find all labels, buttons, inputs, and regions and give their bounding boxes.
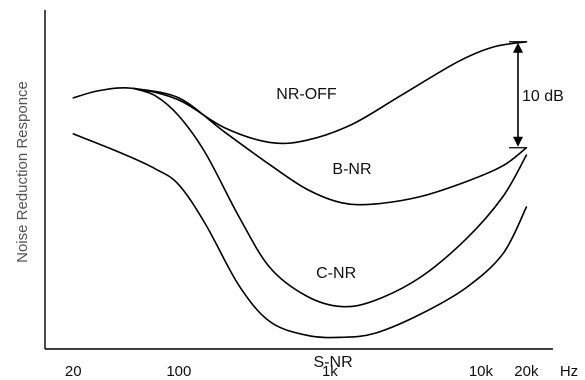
axes — [44, 10, 553, 350]
x-tick-labels: 20 100 1k 10k 20k — [65, 363, 539, 380]
curve-label-s-nr: S-NR — [314, 354, 353, 371]
y-axis-label: Noise Reduction Responce — [14, 81, 31, 263]
series-line-b-nr — [132, 87, 528, 206]
x-tick-label: 10k — [469, 363, 494, 380]
scale-bar-up-arrowhead — [513, 42, 523, 53]
x-tick-label: 100 — [166, 363, 191, 380]
x-tick-label: 20 — [65, 363, 82, 380]
curve-label-nr-off: NR-OFF — [276, 86, 337, 103]
curve-labels: NR-OFF B-NR C-NR S-NR — [276, 86, 371, 371]
series-line-s-nr — [72, 133, 528, 339]
series-line-nr-off — [72, 41, 528, 145]
x-tick-label: 20k — [514, 363, 539, 380]
curve-label-b-nr: B-NR — [332, 161, 371, 178]
x-axis-unit: Hz — [560, 363, 578, 380]
series-line-c-nr — [132, 87, 528, 308]
x-tick-label: 1k — [322, 363, 338, 380]
curve-label-c-nr: C-NR — [316, 265, 356, 282]
series-layer — [72, 41, 528, 339]
scale-bar: 10 dB — [509, 41, 564, 149]
scale-bar-label: 10 dB — [522, 88, 564, 105]
scale-bar-down-arrowhead — [513, 136, 523, 147]
